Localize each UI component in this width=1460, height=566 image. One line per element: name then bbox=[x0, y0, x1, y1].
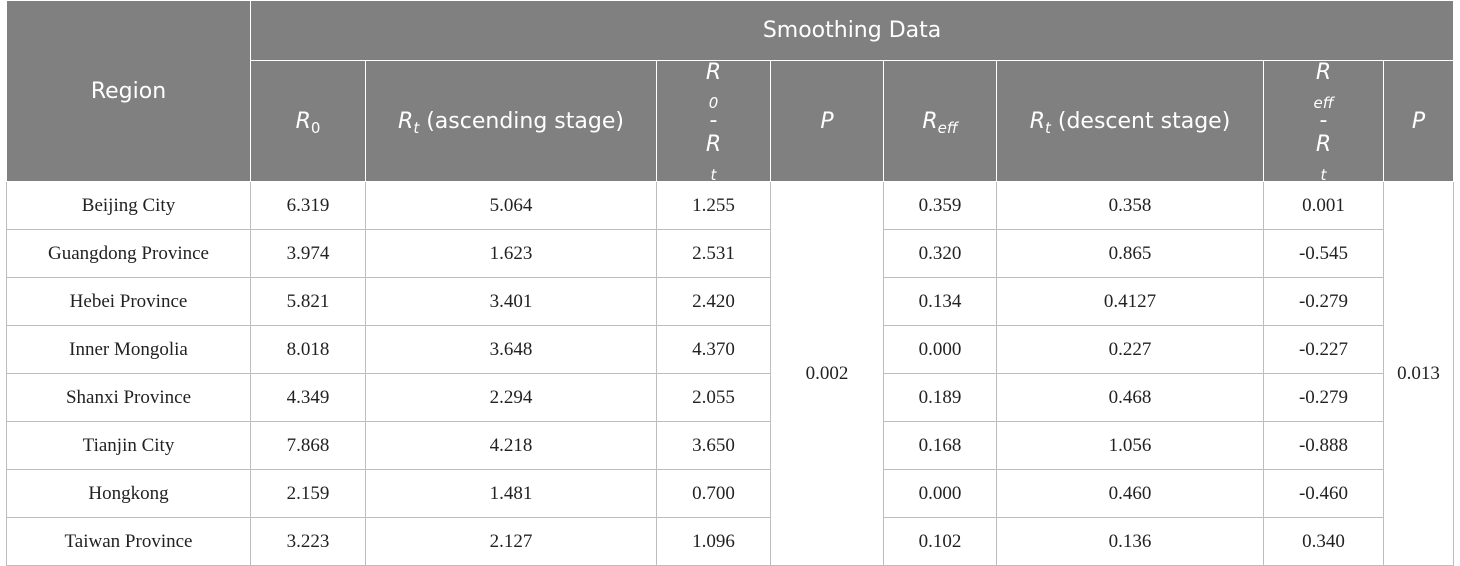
cell-r0: 2.159 bbox=[250, 469, 366, 518]
cell-r0-minus-rt: 3.650 bbox=[656, 421, 771, 470]
table-row: Taiwan Province 3.223 2.127 1.096 0.102 … bbox=[6, 517, 1454, 566]
cell-reff: 0.168 bbox=[883, 421, 997, 470]
cell-reff-minus-rt: -0.279 bbox=[1263, 373, 1384, 422]
cell-r0: 4.349 bbox=[250, 373, 366, 422]
cell-rt-ascending: 5.064 bbox=[365, 181, 657, 230]
cell-reff: 0.000 bbox=[883, 325, 997, 374]
cell-reff-minus-rt: 0.340 bbox=[1263, 517, 1384, 566]
table-container: Region Smoothing Data R0 Rt (ascending s… bbox=[6, 0, 1455, 566]
cell-reff: 0.000 bbox=[883, 469, 997, 518]
cell-reff-minus-rt: -0.888 bbox=[1263, 421, 1384, 470]
cell-region: Shanxi Province bbox=[6, 373, 251, 422]
cell-region: Beijing City bbox=[6, 181, 251, 230]
table-row: Inner Mongolia 8.018 3.648 4.370 0.000 0… bbox=[6, 325, 1454, 374]
cell-rt-ascending: 1.623 bbox=[365, 229, 657, 278]
cell-rt-ascending: 3.401 bbox=[365, 277, 657, 326]
header-r0: R0 bbox=[250, 60, 366, 182]
cell-rt-ascending: 1.481 bbox=[365, 469, 657, 518]
cell-r0: 5.821 bbox=[250, 277, 366, 326]
cell-rt-ascending: 2.294 bbox=[365, 373, 657, 422]
cell-rt-ascending: 2.127 bbox=[365, 517, 657, 566]
cell-rt-descent: 0.468 bbox=[996, 373, 1264, 422]
cell-region: Hongkong bbox=[6, 469, 251, 518]
cell-reff: 0.189 bbox=[883, 373, 997, 422]
cell-reff: 0.134 bbox=[883, 277, 997, 326]
table-row: Hebei Province 5.821 3.401 2.420 0.134 0… bbox=[6, 277, 1454, 326]
header-smoothing-data: Smoothing Data bbox=[249, 0, 1455, 61]
cell-rt-descent: 0.865 bbox=[996, 229, 1264, 278]
cell-r0: 6.319 bbox=[250, 181, 366, 230]
cell-r0-minus-rt: 2.055 bbox=[656, 373, 771, 422]
cell-rt-ascending: 4.218 bbox=[365, 421, 657, 470]
table-row: Tianjin City 7.868 4.218 3.650 0.168 1.0… bbox=[6, 421, 1454, 470]
cell-rt-descent: 0.460 bbox=[996, 469, 1264, 518]
cell-r0-minus-rt: 1.255 bbox=[656, 181, 771, 230]
cell-p-descent: 0.013 bbox=[1382, 181, 1455, 566]
cell-r0-minus-rt: 0.700 bbox=[656, 469, 771, 518]
cell-region: Taiwan Province bbox=[6, 517, 251, 566]
header-reff: Reff bbox=[883, 60, 997, 182]
cell-r0-minus-rt: 2.531 bbox=[656, 229, 771, 278]
cell-region: Hebei Province bbox=[6, 277, 251, 326]
cell-reff: 0.359 bbox=[883, 181, 997, 230]
cell-reff-minus-rt: 0.001 bbox=[1263, 181, 1384, 230]
cell-r0: 3.974 bbox=[250, 229, 366, 278]
cell-reff-minus-rt: -0.545 bbox=[1263, 229, 1384, 278]
header-p-ascending: P bbox=[770, 60, 884, 182]
header-rt-descent: Rt (descent stage) bbox=[996, 60, 1264, 182]
table-row: Beijing City 6.319 5.064 1.255 0.002 0.3… bbox=[6, 181, 1455, 566]
cell-p-ascending: 0.002 bbox=[770, 181, 884, 566]
table-row: Hongkong 2.159 1.481 0.700 0.000 0.460 -… bbox=[6, 469, 1454, 518]
cell-r0: 8.018 bbox=[250, 325, 366, 374]
cell-reff: 0.320 bbox=[883, 229, 997, 278]
cell-region: Guangdong Province bbox=[6, 229, 251, 278]
cell-reff-minus-rt: -0.279 bbox=[1263, 277, 1384, 326]
table-row: Shanxi Province 4.349 2.294 2.055 0.189 … bbox=[6, 373, 1454, 422]
cell-r0-minus-rt: 1.096 bbox=[656, 517, 771, 566]
cell-reff: 0.102 bbox=[883, 517, 997, 566]
cell-rt-descent: 0.136 bbox=[996, 517, 1264, 566]
header-region: Region bbox=[6, 0, 251, 182]
header-p-descent: P bbox=[1382, 60, 1455, 182]
cell-reff-minus-rt: -0.227 bbox=[1263, 325, 1384, 374]
cell-rt-descent: 0.227 bbox=[996, 325, 1264, 374]
cell-r0-minus-rt: 2.420 bbox=[656, 277, 771, 326]
cell-rt-descent: 0.358 bbox=[996, 181, 1264, 230]
cell-region: Tianjin City bbox=[6, 421, 251, 470]
cell-region: Inner Mongolia bbox=[6, 325, 251, 374]
table-row: Guangdong Province 3.974 1.623 2.531 0.3… bbox=[6, 229, 1454, 278]
data-table: Region Smoothing Data R0 Rt (ascending s… bbox=[6, 0, 1455, 566]
cell-rt-ascending: 3.648 bbox=[365, 325, 657, 374]
table-body: Beijing City 6.319 5.064 1.255 0.002 0.3… bbox=[6, 181, 1455, 566]
cell-rt-descent: 1.056 bbox=[996, 421, 1264, 470]
table-header: Region Smoothing Data R0 Rt (ascending s… bbox=[6, 0, 1455, 183]
cell-rt-descent: 0.4127 bbox=[996, 277, 1264, 326]
cell-reff-minus-rt: -0.460 bbox=[1263, 469, 1384, 518]
cell-r0-minus-rt: 4.370 bbox=[656, 325, 771, 374]
cell-r0: 3.223 bbox=[250, 517, 366, 566]
cell-r0: 7.868 bbox=[250, 421, 366, 470]
header-rt-ascending: Rt (ascending stage) bbox=[365, 60, 657, 182]
